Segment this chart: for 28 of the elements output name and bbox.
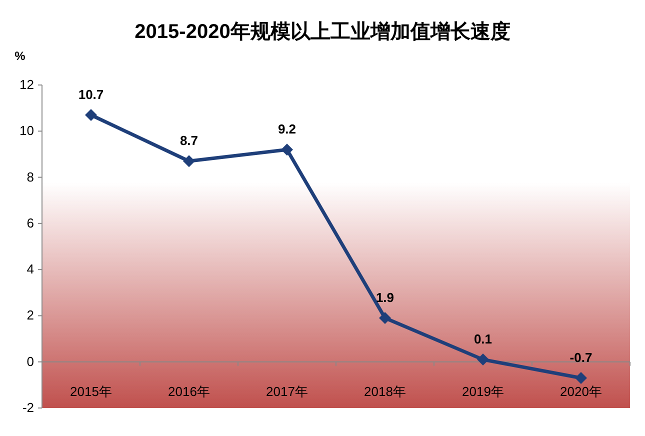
point	[379, 312, 391, 324]
data-label: 1.9	[376, 290, 394, 306]
x-tick-label: 2016年	[168, 384, 210, 399]
y-tick-label: 10	[20, 123, 34, 138]
x-tick-label: 2018年	[364, 384, 406, 399]
y-tick-label: 0	[26, 354, 34, 369]
data-label: 9.2	[278, 122, 296, 137]
point	[183, 155, 195, 168]
point	[85, 108, 97, 121]
y-tick-label: -2	[22, 400, 34, 415]
y-axis-title: %	[14, 49, 26, 63]
x-tick-label: 2017年	[266, 384, 308, 399]
data-label: -0.7	[570, 350, 592, 366]
x-tick-label: 2020年	[560, 384, 602, 399]
data-label: 10.7	[78, 86, 104, 102]
chart-title: 2015-2020年规模以上工业增加值增长速度	[134, 20, 510, 43]
y-tick-label: 8	[26, 169, 34, 184]
y-tick-label: 6	[26, 215, 34, 230]
point	[281, 144, 293, 156]
data-label: 8.7	[180, 133, 198, 148]
x-tick-label: 2019年	[462, 384, 504, 399]
y-tick-label: 4	[26, 262, 34, 277]
point	[575, 372, 587, 384]
y-tick-label: 12	[20, 77, 34, 92]
y-tick-label: 2	[26, 308, 34, 323]
data-label: 0.1	[474, 332, 492, 347]
point	[477, 354, 489, 366]
x-tick-label: 2015年	[70, 384, 112, 399]
